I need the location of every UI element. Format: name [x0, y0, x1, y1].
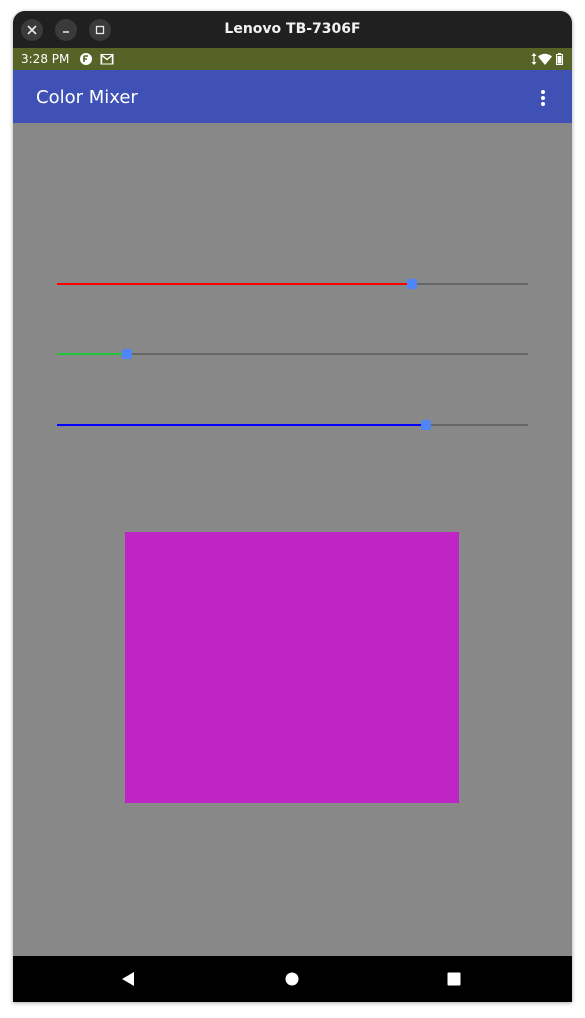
app-bar: Color Mixer	[13, 70, 572, 123]
home-icon[interactable]	[279, 966, 305, 992]
gmail-icon	[100, 52, 114, 66]
window-titlebar: Lenovo TB-7306F	[13, 11, 572, 48]
red-slider-thumb[interactable]	[406, 279, 417, 289]
navigation-bar	[13, 956, 572, 1002]
recents-icon[interactable]	[441, 966, 467, 992]
red-slider-fill	[57, 283, 412, 285]
back-icon[interactable]	[115, 966, 141, 992]
green-slider-thumb[interactable]	[122, 349, 133, 359]
minimize-icon[interactable]	[55, 19, 77, 41]
status-bar: 3:28 PM	[13, 48, 572, 70]
app-notification-icon	[79, 52, 93, 66]
green-slider-fill	[57, 353, 128, 355]
more-vert-icon[interactable]	[528, 86, 558, 110]
battery-icon	[556, 52, 563, 66]
close-icon[interactable]	[21, 19, 43, 41]
blue-slider[interactable]	[57, 415, 528, 435]
blue-slider-thumb[interactable]	[420, 420, 431, 430]
app-title: Color Mixer	[36, 87, 138, 108]
content-area	[13, 123, 572, 956]
window-title: Lenovo TB-7306F	[224, 21, 361, 37]
maximize-icon[interactable]	[89, 19, 111, 41]
data-arrows-icon	[531, 52, 537, 66]
wifi-icon	[538, 52, 552, 66]
green-slider-track	[57, 353, 528, 355]
color-preview-swatch	[125, 532, 459, 803]
status-time: 3:28 PM	[21, 52, 70, 66]
green-slider[interactable]	[57, 344, 528, 364]
blue-slider-fill	[57, 424, 426, 426]
emulator-window: Lenovo TB-7306F 3:28 PM Color Mixer	[13, 11, 572, 1002]
red-slider[interactable]	[57, 274, 528, 294]
